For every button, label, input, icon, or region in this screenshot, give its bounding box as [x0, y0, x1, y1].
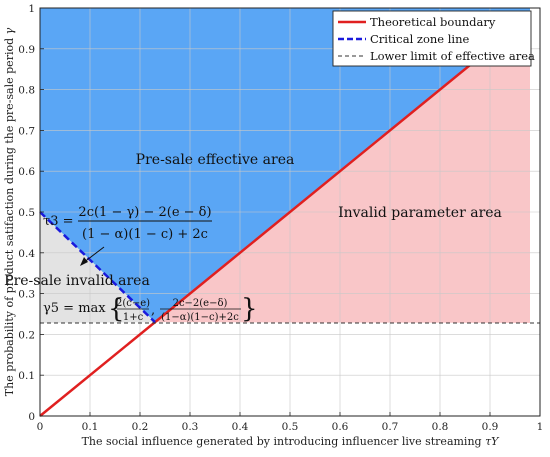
x-tick-label: 0.7	[382, 421, 399, 433]
y-tick-label: 0.1	[18, 370, 35, 382]
x-tick-label: 1	[537, 421, 544, 433]
x-tick-label: 0.4	[232, 421, 249, 433]
gamma5-lhs: γ5 = max	[43, 301, 106, 316]
y-tick-label: 1	[28, 3, 35, 15]
gamma5-frac1-den: 1+c	[123, 312, 144, 323]
y-tick-label: 0.4	[18, 248, 35, 260]
legend: Theoretical boundary Critical zone line …	[332, 10, 535, 67]
gamma5-frac1-num: 2(c−e)	[116, 298, 150, 309]
tau3-lhs: τ3 =	[43, 214, 74, 229]
gamma5-comma: ,	[151, 303, 155, 318]
ticks-layer: 0 0.1 0.2 0.3 0.4 0.5 0.6 0.7 0.8 0.9 1 0 0.1 0.2 0.3 0…	[18, 3, 543, 433]
region-pre-sale-effective-area	[40, 8, 530, 323]
tau3-denominator: (1 − α)(1 − c) + 2c	[82, 227, 208, 242]
legend-box	[332, 10, 532, 67]
tau3-annotation: τ3 = 2c(1 − γ) − 2(e − δ) (1 − α)(1 − c)…	[43, 205, 212, 242]
region-label-invalid-parameter: Invalid parameter area	[338, 205, 502, 221]
grid-layer	[39, 7, 541, 417]
gamma5-frac2-den: (1−α)(1−c)+2c	[161, 312, 239, 323]
gamma5-annotation: γ5 = max { 2(c−e) 1+c , 2c−2(e−δ) (1−α)(…	[43, 294, 258, 324]
x-tick-label: 0.6	[332, 421, 349, 433]
gamma5-left-brace: {	[108, 294, 125, 324]
x-axis-title: The social influence generated by introd…	[82, 435, 501, 448]
x-tick-label: 0.3	[182, 421, 199, 433]
lines-layer	[39, 15, 540, 417]
y-tick-label: 0.3	[18, 289, 35, 301]
gamma5-frac2-num: 2c−2(e−δ)	[173, 298, 228, 309]
legend-label-critical-zone-line: Critical zone line	[370, 32, 470, 46]
y-tick-label: 0.7	[18, 125, 35, 137]
tau3-numerator: 2c(1 − γ) − 2(e − δ)	[78, 205, 211, 220]
region-label-presale-invalid: Pre-sale invalid area	[4, 273, 150, 289]
y-tick-label: 0.5	[18, 207, 35, 219]
x-tick-label: 0.5	[282, 421, 299, 433]
x-tick-label: 0	[37, 421, 44, 433]
y-tick-label: 0.8	[18, 85, 35, 97]
legend-label-theoretical-boundary: Theoretical boundary	[370, 15, 496, 29]
y-tick-label: 0	[28, 411, 35, 423]
annotation-arrow	[80, 246, 105, 266]
x-tick-label: 0.8	[432, 421, 449, 433]
gamma5-right-brace: }	[241, 294, 258, 324]
legend-label-lower-limit: Lower limit of effective area	[370, 49, 535, 63]
y-axis-symbol: γ	[3, 27, 16, 34]
x-axis-symbol: τY	[485, 435, 500, 448]
series-critical-zone-line	[39, 211, 156, 324]
x-tick-label: 0.2	[132, 421, 149, 433]
region-label-effective: Pre-sale effective area	[136, 152, 295, 168]
y-tick-label: 0.6	[18, 166, 35, 178]
x-tick-label: 0.1	[82, 421, 99, 433]
plot-frame	[39, 7, 541, 417]
series-theoretical-boundary	[39, 15, 531, 417]
y-axis-title: The probability of product satifaction d…	[3, 27, 16, 396]
y-tick-label: 0.2	[18, 329, 35, 341]
y-tick-label: 0.9	[18, 44, 35, 56]
x-tick-label: 0.9	[482, 421, 499, 433]
